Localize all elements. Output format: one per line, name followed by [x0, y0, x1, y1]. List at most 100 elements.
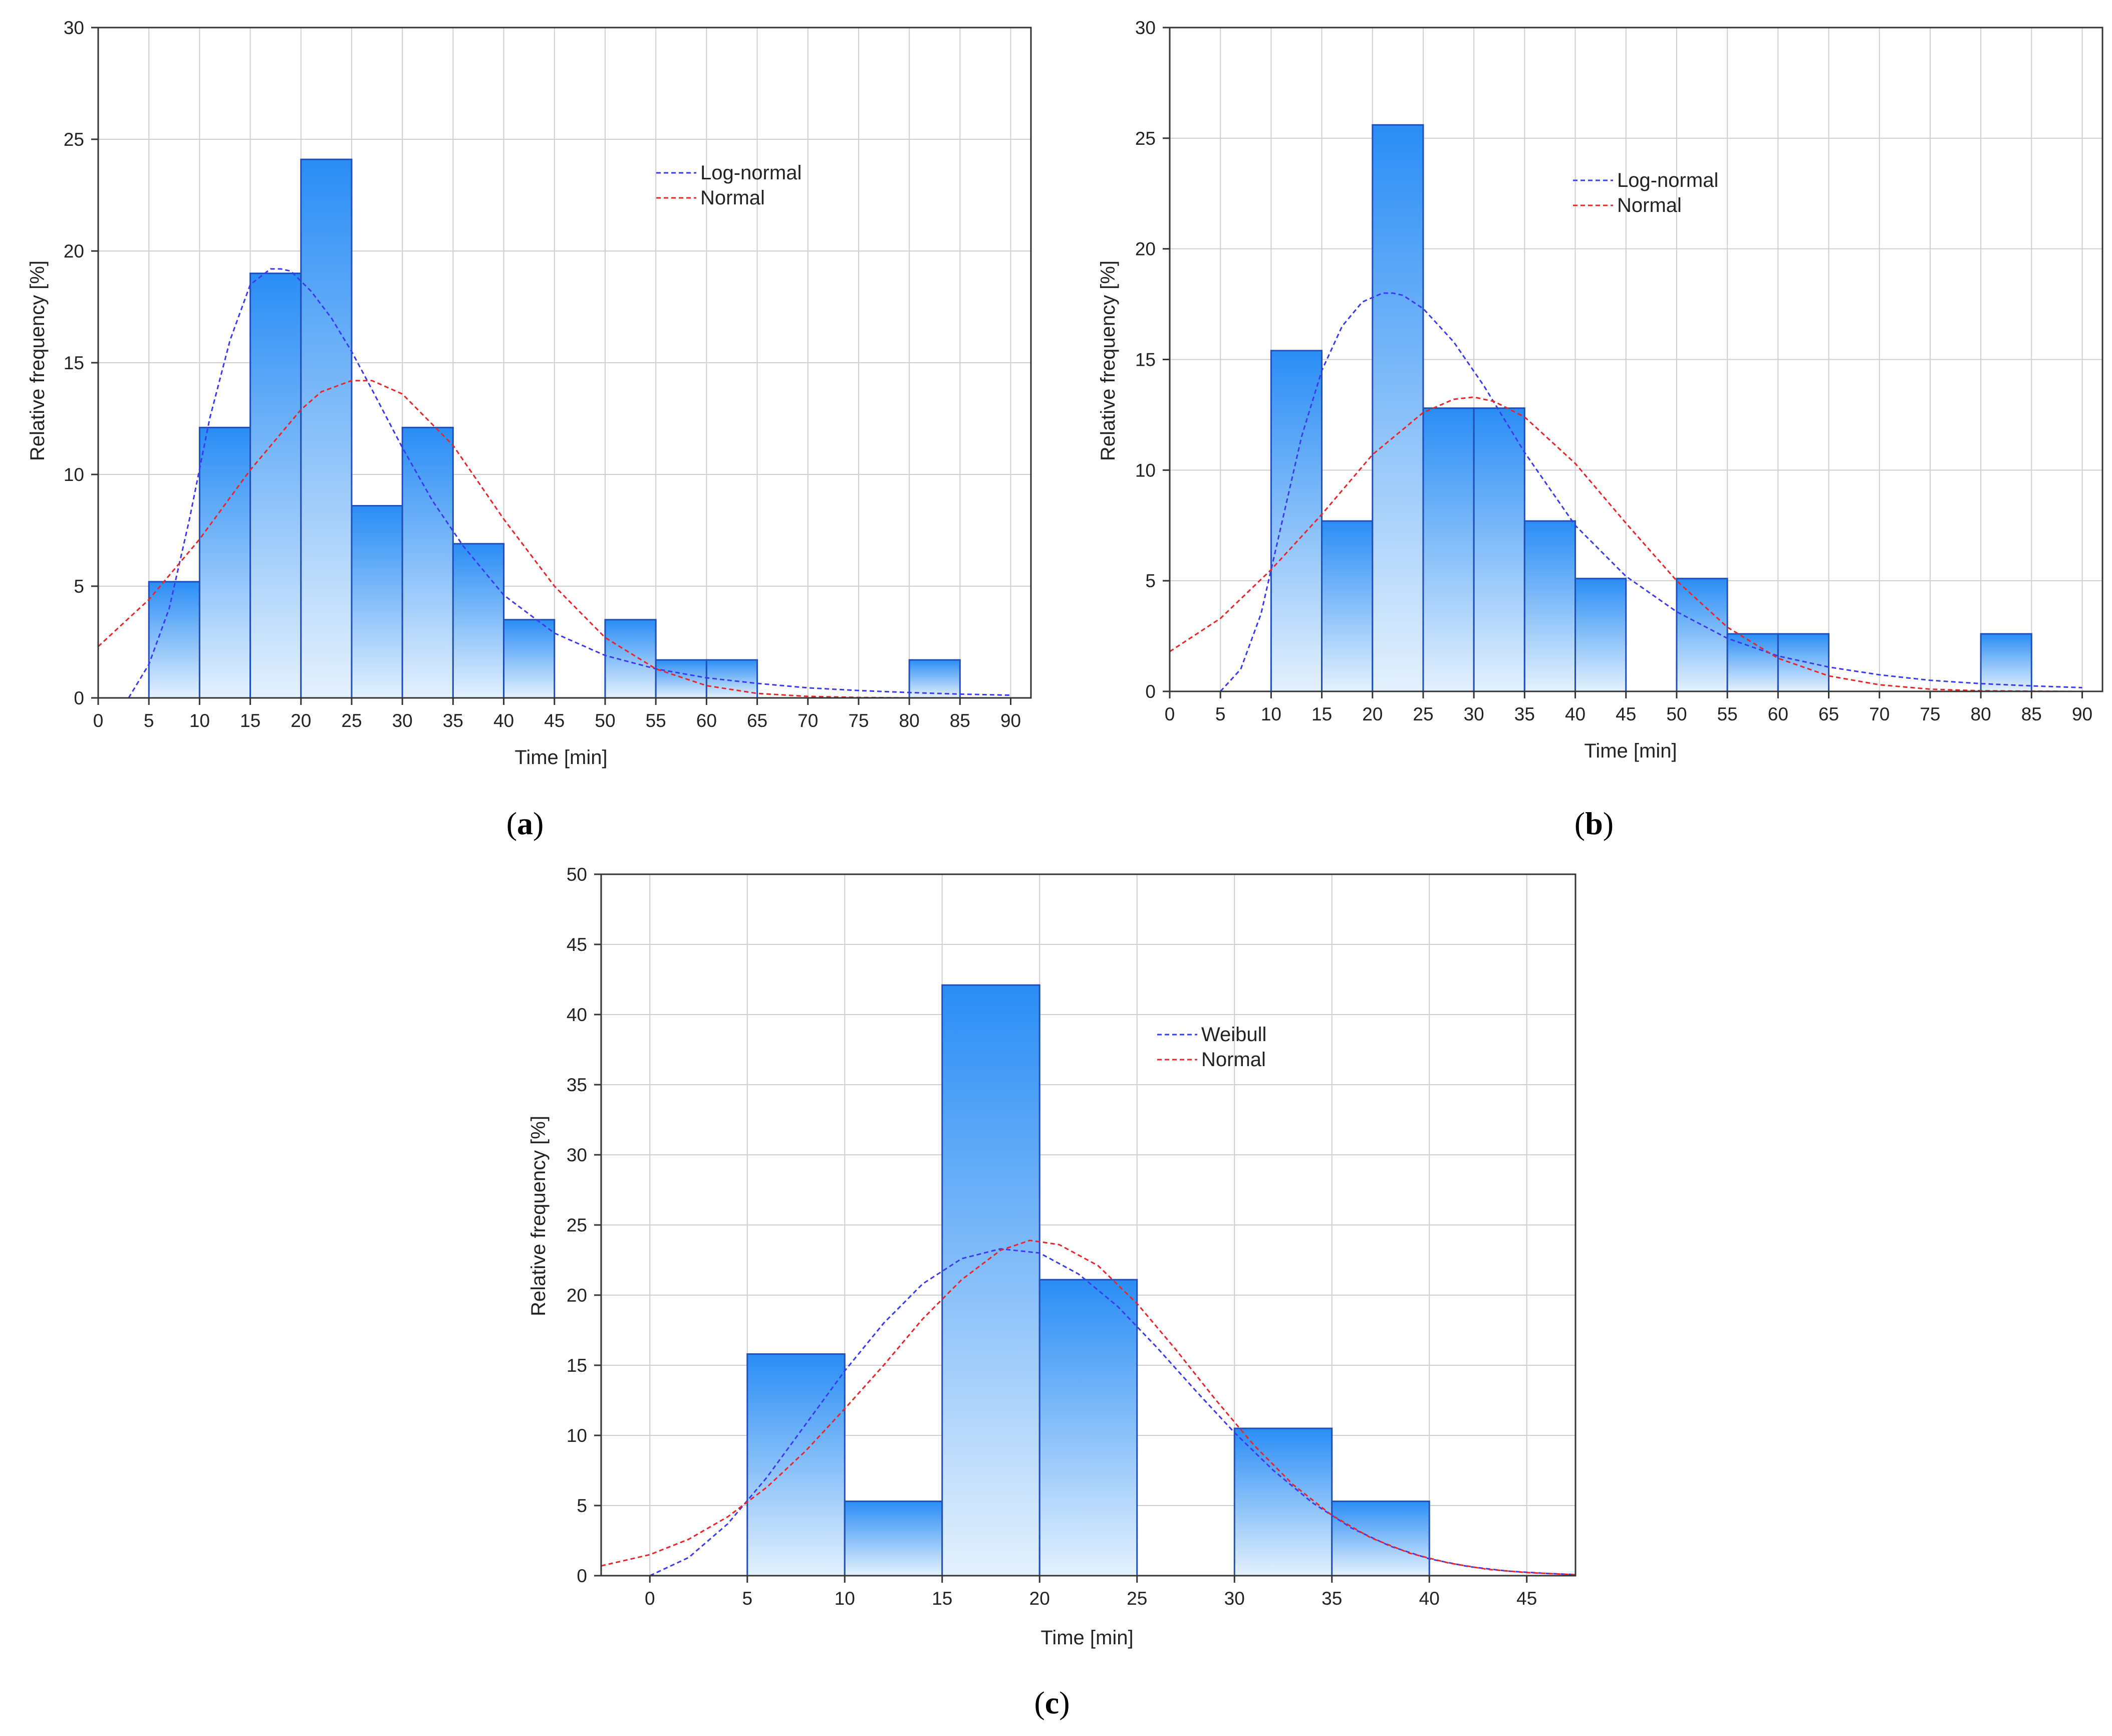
y-tick-label: 50: [567, 864, 587, 885]
y-tick-label: 10: [64, 464, 84, 485]
caption-c: (c): [1034, 1685, 1070, 1720]
x-tick-label: 75: [848, 710, 869, 731]
caption-letter-a: a: [517, 806, 533, 841]
x-tick-label: 70: [1869, 704, 1890, 724]
x-tick-label: 0: [645, 1588, 655, 1609]
chart-c: 0 5 10 15 20 25 30 35 40 4505101520253035404550We…: [567, 864, 1575, 1609]
x-tick-label: 35: [1514, 704, 1535, 724]
x-tick-label: 10: [835, 1588, 855, 1609]
x-tick-label: 0: [93, 710, 104, 731]
x-tick-label: 35: [443, 710, 463, 731]
x-tick-label: 50: [1666, 704, 1687, 724]
x-tick-label: 45: [544, 710, 565, 731]
x-tick-label: 85: [950, 710, 970, 731]
y-tick-label: 40: [567, 1005, 587, 1025]
figure: Relative frequency [%] Time [min] (a) Re…: [0, 0, 2112, 1736]
bar-c-3: [1039, 1280, 1137, 1576]
y-tick-label: 5: [577, 1496, 587, 1516]
x-tick-label: 40: [493, 710, 514, 731]
caption-a: (a): [506, 806, 544, 841]
x-tick-label: 70: [798, 710, 818, 731]
x-tick-label: 15: [240, 710, 260, 731]
bar-b-4: [1474, 408, 1524, 691]
x-tick-label: 80: [899, 710, 920, 731]
y-tick-label: 10: [1135, 460, 1156, 480]
y-tick-label: 25: [1135, 128, 1156, 149]
x-tick-label: 20: [291, 710, 311, 731]
bar-b-3: [1423, 408, 1474, 691]
ylabel-a: Relative frequency [%]: [27, 261, 49, 461]
x-tick-label: 40: [1565, 704, 1586, 724]
bar-a-4: [352, 506, 402, 698]
bar-a-8: [605, 620, 656, 698]
xlabel-c: Time [min]: [1040, 1627, 1133, 1649]
caption-letter-c: c: [1045, 1685, 1059, 1720]
y-tick-label: 20: [64, 241, 84, 262]
y-tick-label: 25: [567, 1215, 587, 1235]
x-tick-label: 90: [1000, 710, 1021, 731]
x-tick-label: 65: [747, 710, 767, 731]
x-tick-label: 90: [2072, 704, 2092, 724]
x-tick-label: 25: [341, 710, 362, 731]
y-tick-label: 0: [1145, 681, 1156, 702]
bar-a-5: [402, 427, 453, 698]
bar-b-5: [1524, 521, 1575, 691]
ylabel-c: Relative frequency [%]: [527, 1116, 550, 1316]
ylabel-b: Relative frequency [%]: [1097, 261, 1119, 461]
bar-c-1: [845, 1502, 942, 1576]
y-tick-label: 30: [64, 18, 84, 38]
xlabel-a: Time [min]: [514, 747, 607, 769]
y-tick-label: 0: [74, 688, 84, 708]
y-tick-label: 30: [567, 1145, 587, 1165]
bar-a-6: [453, 544, 503, 698]
legend-label-weibull: Weibull: [1201, 1024, 1266, 1046]
legend-label-normal: Normal: [700, 187, 765, 209]
caption-b: (b): [1574, 806, 1614, 841]
x-tick-label: 80: [1971, 704, 1991, 724]
x-tick-label: 65: [1818, 704, 1839, 724]
bar-c-2: [942, 985, 1040, 1576]
x-tick-label: 25: [1127, 1588, 1147, 1609]
x-tick-label: 30: [1224, 1588, 1245, 1609]
bar-b-2: [1373, 125, 1423, 691]
x-tick-label: 15: [932, 1588, 952, 1609]
bar-a-9: [656, 660, 706, 698]
y-tick-label: 15: [567, 1355, 587, 1376]
bar-c-4: [1234, 1428, 1332, 1576]
x-tick-label: 20: [1362, 704, 1383, 724]
x-tick-label: 5: [742, 1588, 752, 1609]
chart-a: 0 5 10 15 20 25 30 35 40 45 50 55 60 65 70 75 80 85 90 0 5 10…: [64, 18, 1031, 731]
bar-a-2: [250, 274, 301, 698]
chart-b: 0 5 10 15 20 25 30 35 40 45 50 55 60 65 70 75 80 85 90 0 5 10…: [1135, 18, 2102, 724]
y-tick-label: 30: [1135, 18, 1156, 38]
bar-b-0: [1271, 351, 1322, 691]
bar-b-6: [1575, 579, 1626, 691]
y-tick-label: 5: [1145, 571, 1156, 591]
bar-b-8: [1727, 634, 1778, 691]
y-tick-label: 20: [567, 1285, 587, 1306]
x-tick-label: 10: [189, 710, 210, 731]
x-tick-label: 45: [1516, 1588, 1537, 1609]
x-tick-label: 85: [2021, 704, 2042, 724]
x-tick-label: 40: [1419, 1588, 1440, 1609]
bar-a-0: [149, 582, 199, 698]
legend-label-log-normal: Log-normal: [1617, 169, 1718, 191]
x-tick-label: 75: [1920, 704, 1940, 724]
x-tick-label: 20: [1029, 1588, 1050, 1609]
x-tick-label: 60: [1768, 704, 1788, 724]
y-tick-label: 20: [1135, 239, 1156, 260]
y-tick-label: 0: [577, 1566, 587, 1586]
legend-label-log-normal: Log-normal: [700, 162, 802, 184]
bar-a-1: [199, 427, 250, 698]
x-tick-label: 30: [392, 710, 413, 731]
x-tick-label: 60: [696, 710, 717, 731]
x-tick-label: 30: [1464, 704, 1484, 724]
x-tick-label: 35: [1322, 1588, 1342, 1609]
caption-letter-b: b: [1585, 806, 1603, 841]
bar-a-7: [504, 620, 555, 698]
legend-label-normal: Normal: [1201, 1049, 1266, 1071]
y-tick-label: 15: [64, 353, 84, 373]
y-tick-label: 15: [1135, 350, 1156, 370]
x-tick-label: 10: [1261, 704, 1281, 724]
y-tick-label: 10: [567, 1425, 587, 1446]
